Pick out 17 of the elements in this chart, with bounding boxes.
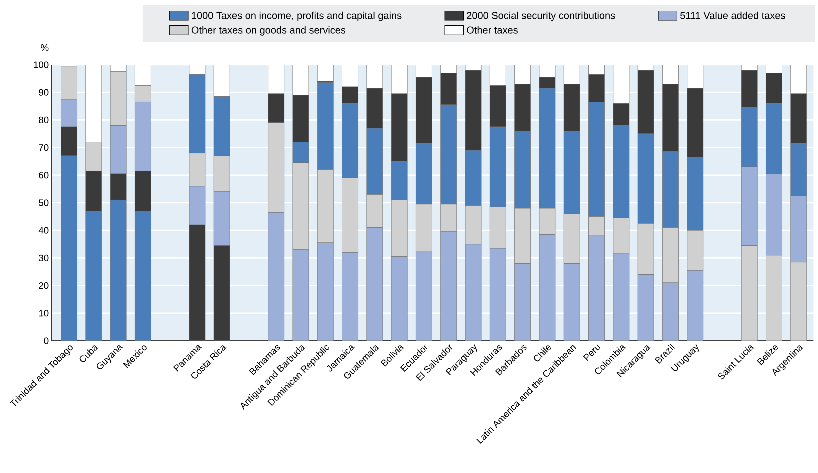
y-tick-label: 20 bbox=[39, 282, 49, 290]
y-tick-label: 80 bbox=[39, 116, 49, 124]
y-tick-label: 90 bbox=[39, 89, 49, 96]
legend-label: 5111 Value added taxes bbox=[680, 12, 786, 20]
y-tick-label: 0 bbox=[44, 338, 49, 344]
y-tick-label: 10 bbox=[39, 310, 49, 317]
legend-label: 2000 Social security contributions bbox=[467, 12, 616, 22]
legend-label: Other taxes on goods and services bbox=[192, 26, 346, 36]
y-tick-label: 70 bbox=[39, 144, 49, 152]
legend-label: Other taxes bbox=[467, 26, 518, 34]
y-tick-label: 100 bbox=[34, 62, 49, 68]
y-tick-label: 50 bbox=[39, 200, 49, 206]
y-tick-label: 60 bbox=[39, 172, 49, 179]
y-tick-label: 30 bbox=[39, 254, 49, 262]
y-tick-label: 40 bbox=[38, 227, 49, 234]
legend-label: 1000 Taxes on income, profits and capital gains bbox=[192, 12, 402, 22]
y-axis-title: % bbox=[41, 44, 49, 52]
